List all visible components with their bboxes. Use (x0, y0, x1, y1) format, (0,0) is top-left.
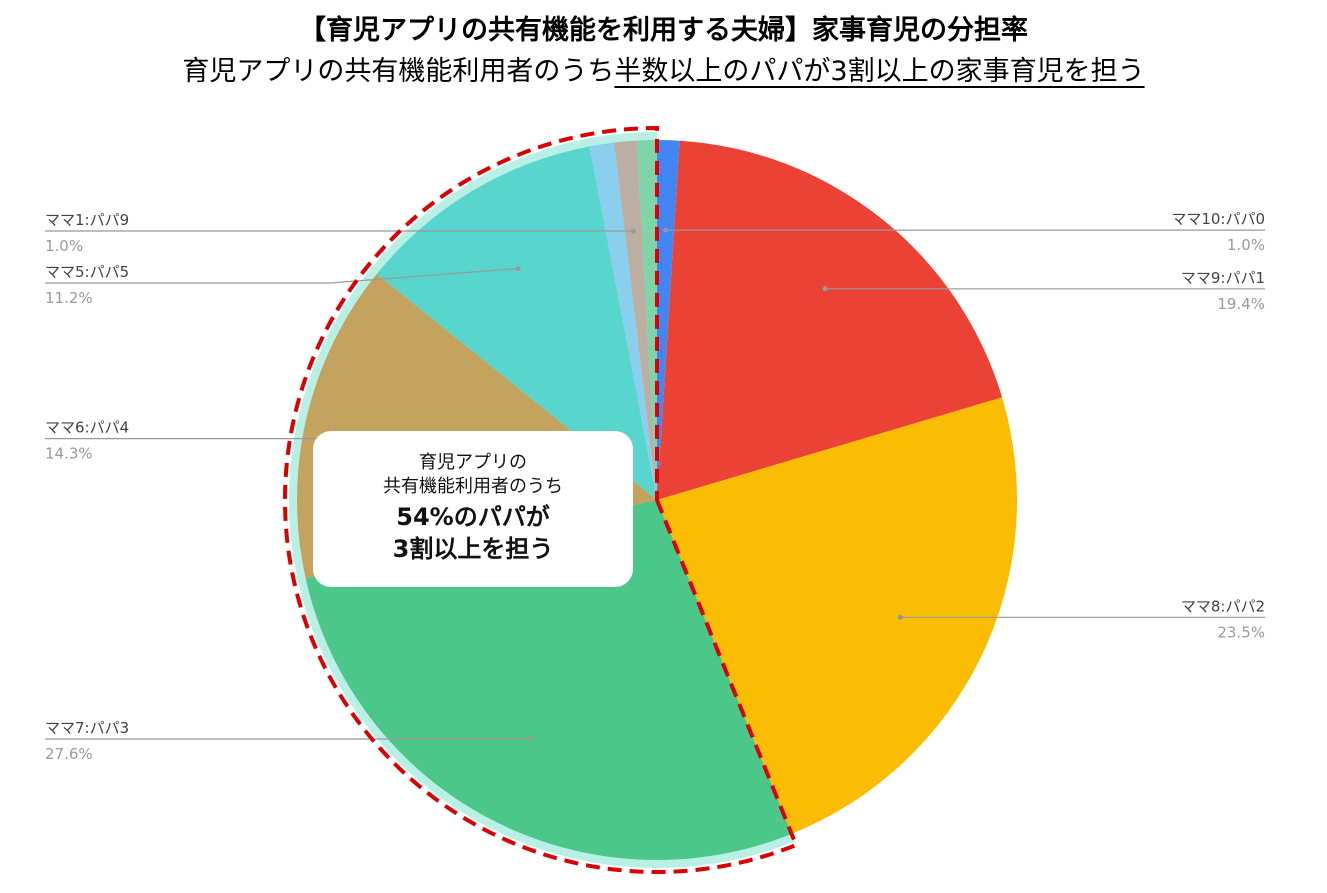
slice-label-mama8-papa2: ママ8:パパ2 (1181, 597, 1265, 615)
leader-dot-mama9-papa1 (822, 286, 828, 292)
leader-dot-mama7-papa3 (528, 736, 534, 742)
slice-label-mama5-papa5: ママ5:パパ5 (45, 263, 129, 281)
pie-slice-mama4-papa6 (589, 142, 657, 500)
chart-subtitle: 育児アプリの共有機能利用者のうち半数以上のパパが3割以上の家事育児を担う (0, 54, 1327, 90)
leader-dot-mama1-papa9 (630, 228, 636, 234)
callout-line1: 育児アプリの (419, 452, 527, 473)
slice-pct-mama1-papa9: 1.0% (45, 237, 83, 255)
callout-line2: 共有機能利用者のうち (383, 476, 563, 497)
slice-label-mama10-papa0: ママ10:パパ0 (1171, 210, 1265, 228)
slice-label-mama7-papa3: ママ7:パパ3 (45, 719, 129, 737)
slice-labels: ママ1:パパ9 1.0% ママ5:パパ5 11.2% ママ6:パパ4 14.3% ママ7:パ… (45, 210, 1265, 763)
slice-pct-mama5-papa5: 11.2% (45, 289, 93, 307)
slice-label-mama1-papa9: ママ1:パパ9 (45, 211, 129, 229)
leader-line-mama5-papa5 (45, 267, 519, 284)
leader-dot-mama5-papa5 (515, 266, 521, 271)
leader-dot-mama8-papa2 (897, 614, 903, 620)
leader-lines (45, 227, 1265, 742)
callout-box: 育児アプリの 共有機能利用者のうち 54%のパパが 3割以上を担う (313, 431, 633, 587)
slice-pct-mama9-papa1: 19.4% (1217, 295, 1265, 313)
highlight-outline (283, 125, 799, 874)
slice-pct-mama8-papa2: 23.5% (1217, 623, 1265, 641)
slice-pct-mama6-papa4: 14.3% (45, 445, 93, 463)
chart-title: 【育児アプリの共有機能を利用する夫婦】家事育児の分担率 (299, 15, 1028, 46)
slice-label-mama6-papa4: ママ6:パパ4 (45, 419, 129, 437)
pie-slice-mama5-papa5 (376, 146, 657, 500)
pie-slice-mama2-papa8 (636, 140, 657, 500)
pie-slice-mama8-papa2 (657, 397, 1018, 834)
slice-pct-mama7-papa3: 27.6% (45, 745, 93, 763)
subtitle-underlined: 半数以上のパパが3割以上の家事育児を担う (614, 56, 1145, 87)
slice-pct-mama10-papa0: 1.0% (1227, 236, 1265, 254)
pie-slice-mama7-papa3 (305, 500, 792, 861)
highlight-dashed-outline (283, 125, 799, 874)
leader-dot-mama10-papa0 (663, 227, 668, 233)
callout-line4: 3割以上を担う (392, 535, 554, 563)
subtitle-plain: 育児アプリの共有機能利用者のうち (182, 56, 615, 87)
callout-line3: 54%のパパが (396, 503, 550, 531)
slice-label-mama9-papa1: ママ9:パパ1 (1181, 269, 1265, 287)
